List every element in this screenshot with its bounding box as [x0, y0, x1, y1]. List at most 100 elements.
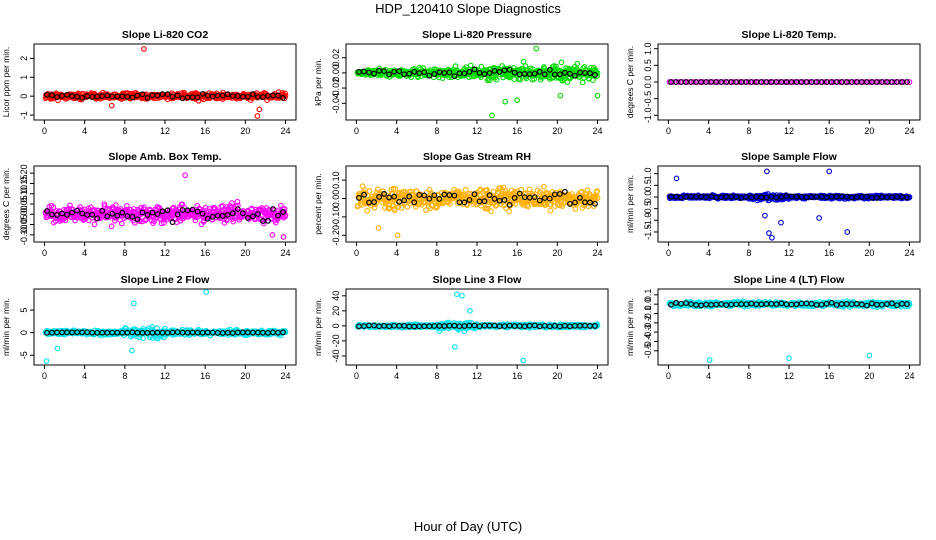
mean-point: [461, 70, 468, 77]
mean-point: [164, 91, 171, 98]
x-tick-label: 12: [472, 371, 482, 381]
mean-point: [718, 301, 725, 307]
mean-point: [708, 193, 715, 200]
panel-title: Slope Sample Flow: [741, 151, 838, 163]
panel-title: Slope Line 4 (LT) Flow: [734, 274, 845, 286]
outlier-point: [256, 106, 263, 113]
outlier-point: [557, 92, 564, 99]
y-tick-label: -1.5: [643, 224, 653, 240]
data-point: [760, 79, 767, 85]
outlier-point: [769, 234, 775, 241]
data-point: [845, 79, 852, 85]
x-tick-label: 8: [122, 371, 127, 381]
mean-point: [873, 195, 880, 201]
y-tick-label: 2: [19, 56, 29, 61]
y-tick-label: 1: [19, 75, 29, 80]
data-point: [558, 59, 565, 66]
mean-point: [275, 212, 281, 219]
mean-point: [863, 302, 870, 309]
mean-point: [224, 211, 231, 218]
x-tick-label: 8: [746, 371, 751, 381]
mean-point: [476, 70, 483, 76]
plot-frame: [345, 43, 609, 121]
mean-point: [381, 191, 387, 197]
data-point: [791, 79, 797, 85]
mean-point: [904, 301, 910, 307]
mean-point: [376, 194, 382, 200]
mean-point: [361, 191, 367, 198]
mean-point: [275, 92, 281, 99]
mean-point: [64, 91, 70, 98]
data-point: [364, 207, 371, 214]
x-tick-label: 0: [354, 248, 359, 258]
x-tick-label: 0: [42, 248, 47, 258]
x-tick-label: 12: [160, 248, 170, 258]
data-point: [506, 208, 513, 215]
mean-point: [119, 209, 126, 216]
mean-point: [54, 94, 60, 100]
mean-point: [401, 197, 408, 204]
mean-point: [49, 92, 55, 99]
data-point: [493, 76, 500, 83]
mean-point: [546, 66, 553, 73]
x-tick-label: 20: [552, 248, 562, 258]
y-tick-label: -20: [331, 334, 341, 347]
mean-point: [541, 71, 548, 78]
outlier-point: [452, 344, 458, 350]
data-point: [386, 201, 393, 208]
mean-point: [154, 92, 161, 99]
mean-point: [244, 215, 251, 221]
data-points: [42, 289, 289, 364]
data-point: [512, 200, 519, 207]
mean-point: [486, 70, 493, 76]
mean-point: [466, 197, 473, 203]
x-tick-label: 24: [593, 248, 603, 258]
mean-point: [144, 95, 151, 101]
mean-point: [209, 93, 216, 100]
mean-point: [69, 209, 75, 216]
outlier-point: [129, 347, 135, 354]
mean-point: [386, 71, 393, 78]
outlier-point: [108, 102, 115, 109]
data-point: [389, 190, 396, 197]
y-tick-label: 0.00: [331, 190, 341, 208]
mean-point: [89, 211, 96, 218]
data-point: [594, 188, 600, 195]
outlier-point: [673, 175, 680, 182]
y-tick-label: 0: [331, 323, 341, 328]
mean-point: [431, 192, 438, 199]
data-points: [666, 298, 913, 363]
mean-point: [169, 219, 176, 226]
mean-point: [194, 208, 201, 215]
mean-point: [904, 79, 910, 85]
y-tick-label: -0.5: [643, 91, 653, 107]
x-tick-label: 0: [354, 371, 359, 381]
x-tick-label: 0: [666, 371, 671, 381]
panel-title: Slope Gas Stream RH: [423, 151, 531, 163]
y-tick-label: -1.0: [643, 108, 653, 124]
data-point: [526, 186, 533, 193]
data-point: [891, 79, 898, 85]
panel-title: Slope Li-820 Temp.: [742, 29, 837, 41]
mean-point: [531, 70, 538, 77]
mean-point: [249, 213, 256, 220]
mean-point: [94, 215, 101, 222]
mean-point: [577, 194, 583, 201]
y-tick-label: -0.05: [19, 214, 29, 235]
panel-4: Slope Amb. Box Temp.0 4 8 12 16 20 24-0.10-0.0…: [1, 151, 297, 258]
data-point: [590, 77, 596, 83]
outlier-point: [43, 358, 50, 364]
data-point: [488, 208, 494, 215]
mean-point: [411, 199, 418, 206]
outlier-point: [280, 234, 287, 240]
panel-5: Slope Gas Stream RH0 4 8 12 16 20 24-0.20-0.10…: [313, 151, 609, 258]
data-point: [836, 79, 843, 85]
mean-point: [174, 92, 181, 99]
y-tick-label: 0: [19, 94, 29, 99]
x-tick-label: 20: [864, 248, 874, 258]
data-point: [503, 205, 509, 211]
mean-point: [858, 301, 865, 308]
